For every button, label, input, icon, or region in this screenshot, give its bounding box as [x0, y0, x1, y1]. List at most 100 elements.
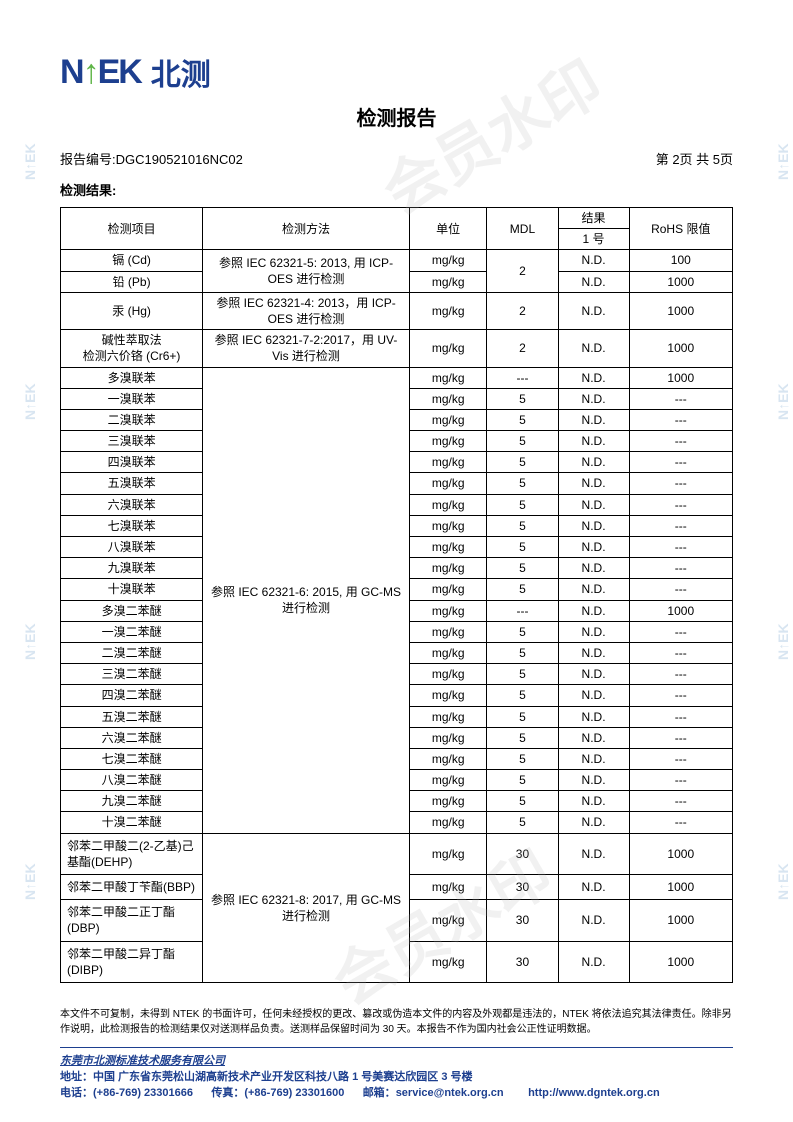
footer-link[interactable]: http://www.dgntek.org.cn: [528, 1087, 660, 1099]
cell-mdl: 5: [487, 558, 558, 579]
cell-unit: mg/kg: [409, 579, 487, 600]
watermark-side: N↑EK: [22, 143, 38, 180]
cell-limit: ---: [629, 770, 732, 791]
cell-result: N.D.: [558, 292, 629, 329]
cell-limit: 1000: [629, 271, 732, 292]
cell-result: N.D.: [558, 409, 629, 430]
th-method: 检测方法: [203, 208, 410, 250]
cell-result: N.D.: [558, 452, 629, 473]
cell-mdl: 5: [487, 494, 558, 515]
watermark-side: N↑EK: [775, 623, 791, 660]
meta-row: 报告编号:DGC190521016NC02 第 2页 共 5页: [60, 149, 733, 168]
cell-item: 四溴二苯醚: [61, 685, 203, 706]
cell-result: N.D.: [558, 473, 629, 494]
cell-mdl: 5: [487, 431, 558, 452]
cell-limit: ---: [629, 642, 732, 663]
logo-text: N↑EK: [60, 53, 141, 92]
cell-mdl: 30: [487, 875, 558, 900]
cell-item: 一溴二苯醚: [61, 621, 203, 642]
footer-address: 地址：中国 广东省东莞松山湖高新技术产业开发区科技八路 1 号美赛达欣园区 3 …: [60, 1068, 733, 1084]
cell-result: N.D.: [558, 600, 629, 621]
cell-unit: mg/kg: [409, 494, 487, 515]
disclaimer-text: 本文件不可复制，未得到 NTEK 的书面许可，任何未经授权的更改、篡改或伪造本文…: [60, 1007, 733, 1037]
cell-unit: mg/kg: [409, 515, 487, 536]
cell-item: 碱性萃取法 检测六价铬 (Cr6+): [61, 330, 203, 367]
cell-item: 八溴二苯醚: [61, 770, 203, 791]
section-heading: 检测结果:: [60, 180, 733, 199]
cell-unit: mg/kg: [409, 271, 487, 292]
cell-item: 邻苯二甲酸二(2-乙基)己基酯(DEHP): [61, 833, 203, 874]
cell-item: 七溴联苯: [61, 515, 203, 536]
cell-mdl: 2: [487, 330, 558, 367]
table-row: 多溴联苯参照 IEC 62321-6: 2015, 用 GC-MS 进行检测mg…: [61, 367, 733, 388]
th-result: 结果: [558, 208, 629, 229]
cell-limit: ---: [629, 388, 732, 409]
cell-limit: ---: [629, 431, 732, 452]
cell-unit: mg/kg: [409, 706, 487, 727]
cell-method: 参照 IEC 62321-6: 2015, 用 GC-MS 进行检测: [203, 367, 410, 833]
cell-unit: mg/kg: [409, 941, 487, 982]
cell-result: N.D.: [558, 330, 629, 367]
cell-result: N.D.: [558, 250, 629, 271]
watermark-side: N↑EK: [22, 383, 38, 420]
cell-mdl: 5: [487, 579, 558, 600]
cell-unit: mg/kg: [409, 621, 487, 642]
cell-mdl: ---: [487, 367, 558, 388]
cell-item: 五溴二苯醚: [61, 706, 203, 727]
cell-limit: ---: [629, 494, 732, 515]
watermark-side: N↑EK: [775, 143, 791, 180]
cell-item: 七溴二苯醚: [61, 748, 203, 769]
cell-method: 参照 IEC 62321-4: 2013，用 ICP-OES 进行检测: [203, 292, 410, 329]
watermark-side: N↑EK: [775, 863, 791, 900]
cell-unit: mg/kg: [409, 600, 487, 621]
cell-mdl: 30: [487, 833, 558, 874]
cell-limit: ---: [629, 473, 732, 494]
cell-limit: ---: [629, 748, 732, 769]
cell-limit: 1000: [629, 875, 732, 900]
cell-limit: ---: [629, 664, 732, 685]
cell-unit: mg/kg: [409, 367, 487, 388]
cell-mdl: 5: [487, 685, 558, 706]
cell-limit: ---: [629, 812, 732, 833]
cell-limit: ---: [629, 685, 732, 706]
cell-unit: mg/kg: [409, 727, 487, 748]
results-table: 检测项目 检测方法 单位 MDL 结果 RoHS 限值 1 号 镉 (Cd) 参…: [60, 207, 733, 983]
cell-unit: mg/kg: [409, 452, 487, 473]
cell-result: N.D.: [558, 748, 629, 769]
cell-limit: 1000: [629, 367, 732, 388]
cell-limit: 1000: [629, 941, 732, 982]
cell-mdl: 5: [487, 664, 558, 685]
cell-unit: mg/kg: [409, 748, 487, 769]
cell-limit: ---: [629, 515, 732, 536]
cell-result: N.D.: [558, 791, 629, 812]
cell-limit: ---: [629, 558, 732, 579]
cell-mdl: 5: [487, 452, 558, 473]
table-row: 汞 (Hg) 参照 IEC 62321-4: 2013，用 ICP-OES 进行…: [61, 292, 733, 329]
cell-result: N.D.: [558, 706, 629, 727]
cell-result: N.D.: [558, 537, 629, 558]
table-row: 邻苯二甲酸二(2-乙基)己基酯(DEHP)参照 IEC 62321-8: 201…: [61, 833, 733, 874]
cell-mdl: 5: [487, 706, 558, 727]
cell-unit: mg/kg: [409, 900, 487, 941]
cell-limit: ---: [629, 727, 732, 748]
watermark-side: N↑EK: [22, 623, 38, 660]
cell-item: 汞 (Hg): [61, 292, 203, 329]
cell-mdl: 30: [487, 941, 558, 982]
logo-arrow-icon: ↑: [83, 53, 98, 91]
cell-limit: 1000: [629, 900, 732, 941]
cell-mdl: ---: [487, 600, 558, 621]
cell-item: 邻苯二甲酸二异丁酯(DIBP): [61, 941, 203, 982]
cell-result: N.D.: [558, 579, 629, 600]
cell-item: 铅 (Pb): [61, 271, 203, 292]
cell-item: 九溴二苯醚: [61, 791, 203, 812]
cell-mdl: 2: [487, 292, 558, 329]
cell-mdl: 5: [487, 791, 558, 812]
cell-item: 六溴联苯: [61, 494, 203, 515]
th-unit: 单位: [409, 208, 487, 250]
cell-result: N.D.: [558, 727, 629, 748]
cell-limit: ---: [629, 452, 732, 473]
watermark-side: N↑EK: [775, 383, 791, 420]
cell-method: 参照 IEC 62321-7-2:2017，用 UV-Vis 进行检测: [203, 330, 410, 367]
cell-result: N.D.: [558, 833, 629, 874]
cell-result: N.D.: [558, 367, 629, 388]
